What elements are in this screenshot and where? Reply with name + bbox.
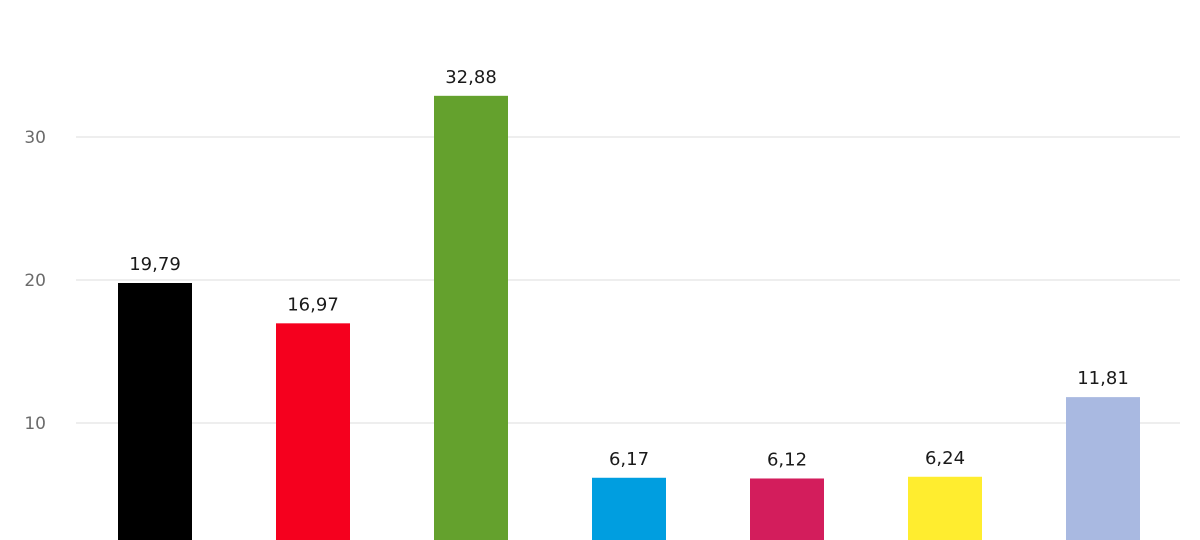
bar-5 <box>750 478 824 540</box>
data-label-5: 6,12 <box>767 449 807 470</box>
bar-1 <box>118 283 192 540</box>
gridlines <box>76 136 1180 424</box>
data-label-7: 11,81 <box>1077 368 1129 389</box>
bars <box>118 95 1140 540</box>
bar-2 <box>276 323 350 540</box>
data-label-1: 19,79 <box>129 254 181 275</box>
bar-3 <box>434 95 508 540</box>
bar-4 <box>592 477 666 540</box>
data-label-4: 6,17 <box>609 449 649 470</box>
y-tick-label: 20 <box>24 271 46 291</box>
y-tick-label: 40 <box>24 0 46 5</box>
data-label-2: 16,97 <box>287 294 339 315</box>
data-label-3: 32,88 <box>445 67 497 88</box>
bar-6 <box>908 476 982 540</box>
data-labels: 19,79 16,97 32,88 6,17 6,12 6,24 11,81 <box>129 67 1129 471</box>
y-tick-label: 10 <box>24 414 46 434</box>
bar-7 <box>1066 397 1140 540</box>
y-tick-label: 30 <box>24 128 46 148</box>
y-axis-ticks: 10 20 30 40 <box>24 0 46 434</box>
data-label-6: 6,24 <box>925 448 965 469</box>
